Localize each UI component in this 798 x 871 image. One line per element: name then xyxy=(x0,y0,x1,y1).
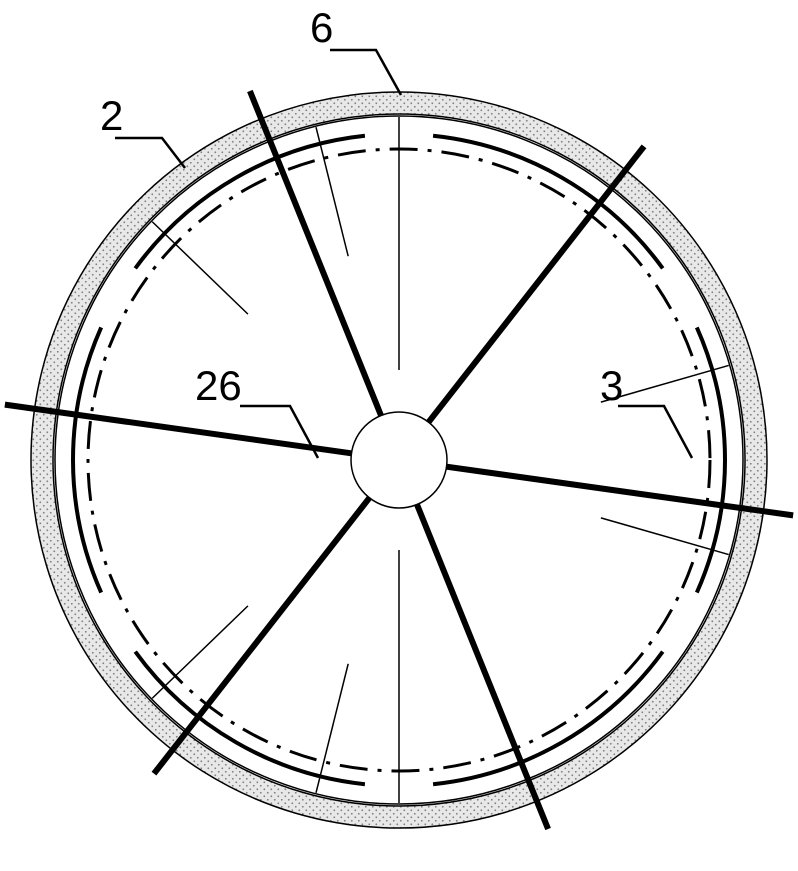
leader-line xyxy=(618,406,692,458)
thin-spoke xyxy=(316,127,348,256)
callout-label-3: 3 xyxy=(600,362,623,409)
thin-spoke xyxy=(316,664,348,793)
callout-label-2: 2 xyxy=(100,92,123,139)
callout-label-26: 26 xyxy=(195,362,242,409)
hub-circle xyxy=(351,412,447,508)
thin-spoke xyxy=(152,222,248,314)
leader-line xyxy=(115,138,185,168)
leader-line xyxy=(330,50,401,95)
thin-spoke xyxy=(601,518,729,555)
callout-label-6: 6 xyxy=(310,4,333,51)
leader-line xyxy=(240,406,318,458)
thin-spoke xyxy=(152,606,248,698)
